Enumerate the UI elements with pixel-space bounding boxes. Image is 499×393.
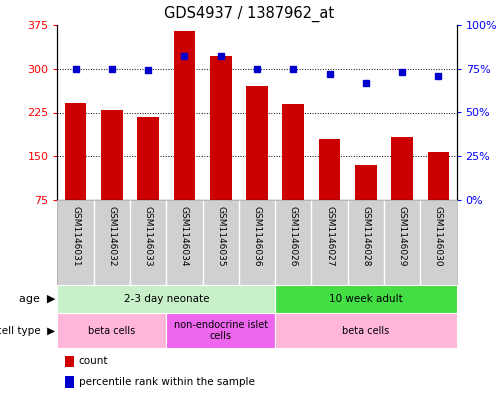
Bar xyxy=(246,86,268,200)
Text: GSM1146026: GSM1146026 xyxy=(289,206,298,266)
Bar xyxy=(210,56,232,200)
Text: beta cells: beta cells xyxy=(88,325,135,336)
Bar xyxy=(65,356,74,367)
Bar xyxy=(282,104,304,200)
Text: 2-3 day neonate: 2-3 day neonate xyxy=(124,294,209,304)
Text: GSM1146035: GSM1146035 xyxy=(216,206,225,266)
Bar xyxy=(137,117,159,200)
Text: GSM1146029: GSM1146029 xyxy=(398,206,407,266)
Text: age  ▶: age ▶ xyxy=(18,294,55,304)
Text: 10 week adult: 10 week adult xyxy=(329,294,403,304)
Text: GSM1146036: GSM1146036 xyxy=(252,206,261,266)
Text: GDS4937 / 1387962_at: GDS4937 / 1387962_at xyxy=(165,6,334,22)
Bar xyxy=(65,103,86,200)
Bar xyxy=(428,152,449,200)
Text: percentile rank within the sample: percentile rank within the sample xyxy=(79,377,254,387)
Text: count: count xyxy=(79,356,108,367)
Bar xyxy=(174,31,195,200)
Text: GSM1146033: GSM1146033 xyxy=(144,206,153,266)
Text: non-endocrine islet
cells: non-endocrine islet cells xyxy=(174,320,268,341)
Bar xyxy=(101,110,123,200)
Text: GSM1146028: GSM1146028 xyxy=(361,206,370,266)
Bar xyxy=(391,137,413,200)
Text: GSM1146032: GSM1146032 xyxy=(107,206,116,266)
Bar xyxy=(65,376,74,387)
Bar xyxy=(355,165,377,200)
Bar xyxy=(57,313,166,348)
Bar xyxy=(319,139,340,200)
Text: beta cells: beta cells xyxy=(342,325,390,336)
Text: GSM1146034: GSM1146034 xyxy=(180,206,189,266)
Bar xyxy=(275,313,457,348)
Bar xyxy=(275,285,457,313)
Bar xyxy=(166,313,275,348)
Text: GSM1146027: GSM1146027 xyxy=(325,206,334,266)
Text: GSM1146030: GSM1146030 xyxy=(434,206,443,266)
Text: cell type  ▶: cell type ▶ xyxy=(0,325,55,336)
Text: GSM1146031: GSM1146031 xyxy=(71,206,80,266)
Bar xyxy=(57,285,275,313)
